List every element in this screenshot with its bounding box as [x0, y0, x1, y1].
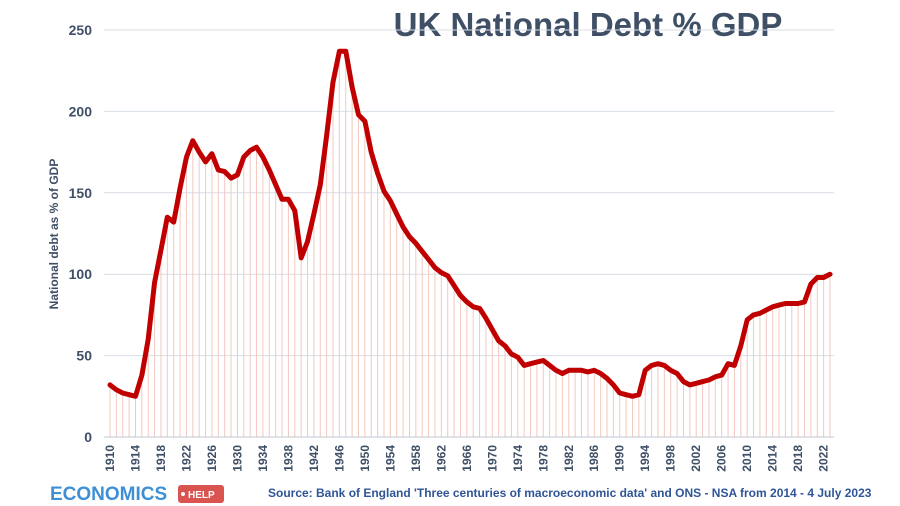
- x-tick-label: 1970: [485, 445, 499, 472]
- logo-text: ECONOMICS: [50, 484, 167, 505]
- logo-tag-text: HELP: [188, 490, 215, 501]
- drop-lines: [104, 51, 834, 438]
- debt-series-line: [107, 48, 833, 399]
- y-axis-ticks: 0 50 100 150 200 250: [69, 22, 93, 445]
- x-tick-label: 1930: [230, 445, 244, 472]
- y-axis-label: National debt as % of GDP: [47, 159, 61, 310]
- x-tick-label: 1942: [307, 445, 321, 472]
- y-tick-label: 100: [69, 266, 93, 282]
- y-tick-label: 200: [69, 103, 93, 119]
- y-tick-label: 0: [84, 429, 92, 445]
- x-tick-label: 1994: [638, 445, 652, 472]
- x-tick-label: 1910: [103, 445, 117, 472]
- x-tick-label: 1926: [205, 445, 219, 472]
- x-tick-label: 2006: [715, 445, 729, 472]
- x-tick-label: 1934: [256, 445, 270, 472]
- x-tick-label: 1954: [383, 445, 397, 472]
- y-tick-label: 250: [69, 22, 93, 38]
- x-tick-label: 1982: [562, 445, 576, 472]
- x-tick-label: 1918: [154, 445, 168, 472]
- logo-tag-hole: [181, 492, 185, 496]
- x-tick-label: 2002: [689, 445, 703, 472]
- x-tick-label: 1986: [587, 445, 601, 472]
- x-tick-label: 1922: [179, 445, 193, 472]
- logo-tag-badge: [178, 485, 224, 503]
- x-tick-label: 1946: [332, 445, 346, 472]
- chart-title: UK National Debt % GDP: [394, 6, 783, 43]
- y-tick-label: 150: [69, 185, 93, 201]
- x-tick-label: 1950: [358, 445, 372, 472]
- economics-help-logo[interactable]: ECONOMICS HELP: [50, 484, 224, 505]
- x-tick-label: 1998: [664, 445, 678, 472]
- x-tick-label: 2018: [791, 445, 805, 472]
- y-tick-label: 50: [76, 348, 92, 364]
- x-tick-label: 2022: [817, 445, 831, 472]
- x-tick-label: 1962: [434, 445, 448, 472]
- x-tick-label: 1938: [281, 445, 295, 472]
- x-tick-label: 1958: [409, 445, 423, 472]
- x-tick-label: 1990: [613, 445, 627, 472]
- source-note: Source: Bank of England 'Three centuries…: [268, 486, 872, 500]
- gridlines: [104, 29, 834, 438]
- x-tick-label: 2014: [766, 445, 780, 472]
- x-tick-label: 1914: [128, 445, 142, 472]
- x-axis-ticks: 1910 1914 1918 1922 1926 1930 1934 1938 1942 1946…: [103, 445, 831, 472]
- x-tick-label: 2010: [740, 445, 754, 472]
- x-tick-label: 1966: [460, 445, 474, 472]
- x-tick-label: 1978: [536, 445, 550, 472]
- x-tick-label: 1974: [511, 445, 525, 472]
